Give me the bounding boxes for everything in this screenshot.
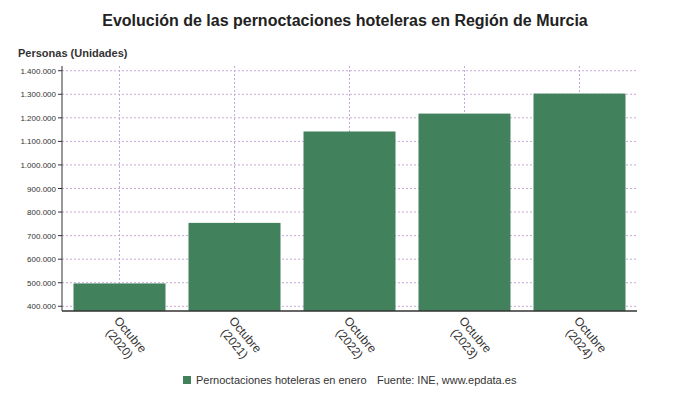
- bar: [534, 94, 626, 311]
- bar: [419, 114, 511, 311]
- y-tick-label: 400.000: [27, 302, 56, 311]
- y-tick-label: 1.100.000: [20, 137, 56, 146]
- source: Fuente: INE, www.epdata.es: [377, 374, 517, 386]
- y-tick: [58, 70, 62, 71]
- y-tick-label: 1.000.000: [20, 161, 56, 170]
- bar: [304, 131, 396, 311]
- x-tick-label-line: (2021): [218, 326, 251, 362]
- x-tick-label: Octubre(2020): [100, 314, 149, 365]
- legend-label: Pernoctaciones hoteleras en enero: [196, 374, 367, 386]
- x-tick-label-line: (2020): [103, 326, 136, 362]
- y-tick: [58, 235, 62, 236]
- y-tick: [58, 141, 62, 142]
- title: Evolución de las pernoctaciones hotelera…: [102, 12, 588, 29]
- y-axis: [62, 66, 63, 311]
- bar: [189, 223, 281, 311]
- x-tick-label-line: (2023): [448, 326, 481, 362]
- y-tick-label: 500.000: [27, 279, 56, 288]
- x-tick-label-line: (2024): [563, 326, 596, 362]
- y-tick-label: 700.000: [27, 232, 56, 241]
- x-tick-label: Octubre(2023): [445, 314, 494, 365]
- y-tick: [58, 306, 62, 307]
- x-tick-label-line: (2022): [333, 326, 366, 362]
- y-tick-label: 1.200.000: [20, 114, 56, 123]
- chart-container: Evolución de las pernoctaciones hotelera…: [0, 0, 690, 406]
- legend-swatch: [183, 376, 191, 384]
- x-tick-label: Octubre(2021): [215, 314, 264, 365]
- y-tick-label: 900.000: [27, 185, 56, 194]
- bars: [74, 94, 626, 311]
- x-axis: [62, 310, 637, 312]
- y-axis-label: Personas (Unidades): [18, 47, 128, 59]
- y-tick: [58, 188, 62, 189]
- y-tick: [58, 259, 62, 260]
- x-tick-label: Octubre(2024): [560, 314, 609, 365]
- y-tick-label: 800.000: [27, 208, 56, 217]
- bar: [74, 283, 166, 311]
- x-tick-label: Octubre(2022): [330, 314, 379, 365]
- y-tick-label: 1.400.000: [20, 67, 56, 76]
- chart-svg: Evolución de las pernoctaciones hotelera…: [0, 0, 690, 406]
- y-tick: [58, 212, 62, 213]
- y-tick: [58, 282, 62, 283]
- legend: Pernoctaciones hoteleras en enero: [183, 374, 367, 386]
- vertical-grid-line: [119, 66, 120, 311]
- y-tick: [58, 164, 62, 165]
- y-tick: [58, 94, 62, 95]
- y-tick: [58, 117, 62, 118]
- y-tick-label: 600.000: [27, 255, 56, 264]
- y-tick-label: 1.300.000: [20, 90, 56, 99]
